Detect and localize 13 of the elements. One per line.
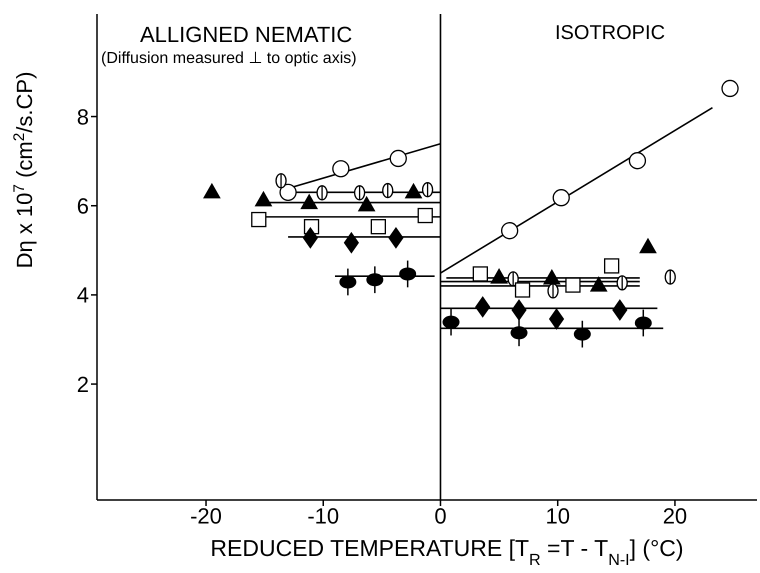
annotation: ISOTROPIC bbox=[555, 22, 666, 45]
y-tick-label: 2 bbox=[76, 372, 89, 397]
annotation: ALLIGNED NEMATIC bbox=[140, 22, 352, 48]
y-tick-label: 8 bbox=[76, 104, 89, 130]
y-tick-label: 6 bbox=[76, 194, 89, 219]
x-tick-label: -20 bbox=[190, 504, 222, 529]
y-tick-label: 4 bbox=[76, 282, 89, 308]
x-tick-label: -10 bbox=[307, 504, 340, 529]
x-tick-label: 10 bbox=[545, 504, 570, 529]
annotation: (Diffusion measured ⊥ to optic axis) bbox=[101, 50, 358, 68]
x-tick-label: 0 bbox=[434, 504, 447, 529]
x-tick-label: 20 bbox=[662, 504, 688, 529]
x-axis-title: REDUCED TEMPERATURE [T$_{R}$ =T - T$_{N-I}$] (°C) bbox=[210, 535, 684, 569]
